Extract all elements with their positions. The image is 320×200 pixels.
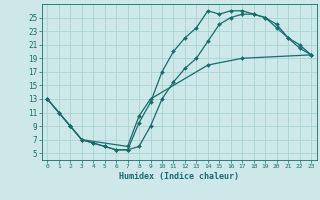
X-axis label: Humidex (Indice chaleur): Humidex (Indice chaleur): [119, 172, 239, 181]
